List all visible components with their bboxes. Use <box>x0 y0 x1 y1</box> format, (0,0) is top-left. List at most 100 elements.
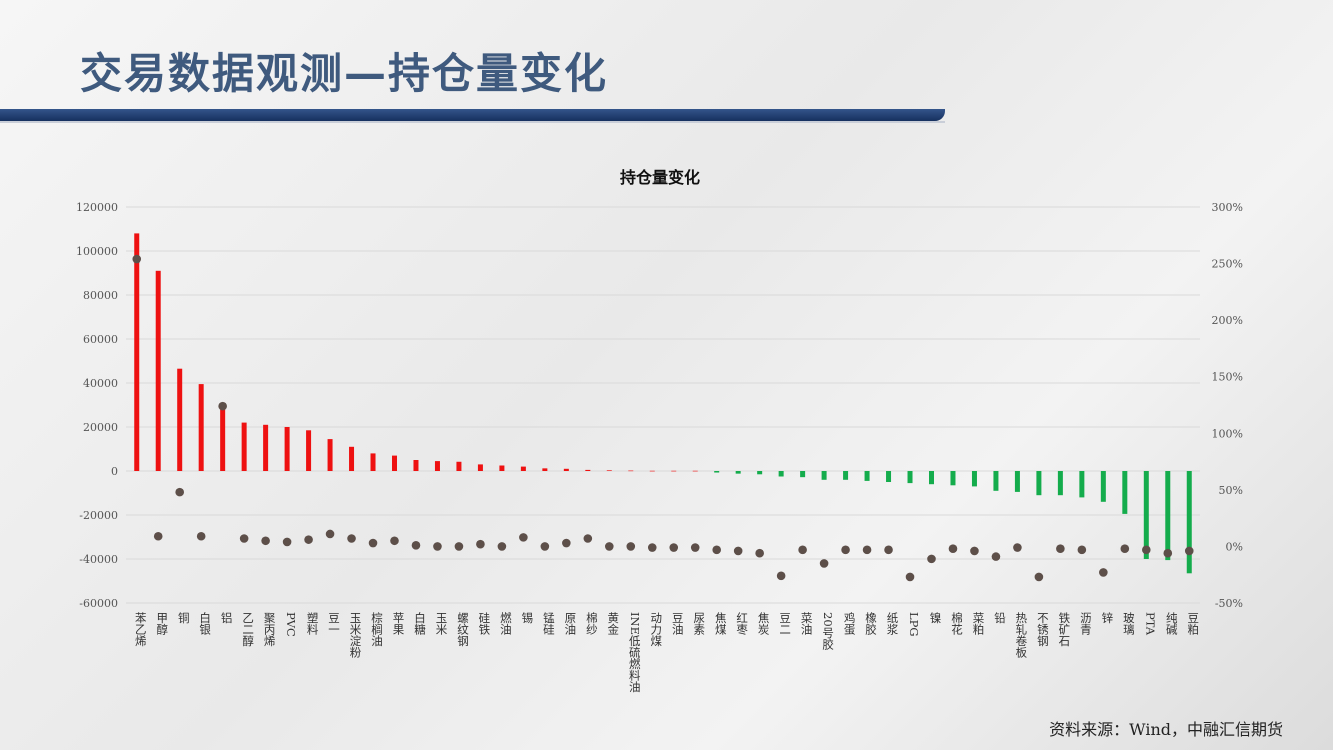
x-tick-label: PTA <box>1143 612 1157 636</box>
x-tick-label: 玉米 <box>434 612 448 636</box>
dot-point <box>282 537 292 547</box>
x-tick-label: 豆二 <box>778 612 792 635</box>
dot-point <box>497 542 507 551</box>
dot-point <box>325 529 335 539</box>
y2-tick-label: 50% <box>1219 484 1243 497</box>
y-tick-label: -40000 <box>79 553 118 566</box>
bar <box>1186 471 1192 574</box>
x-tick-label: LPG <box>907 612 921 637</box>
bar <box>714 471 720 473</box>
dot-point <box>175 487 184 497</box>
dot-point <box>562 538 571 548</box>
dot-point <box>776 571 786 581</box>
bar <box>349 446 355 471</box>
bar <box>392 455 397 471</box>
dot-point <box>476 539 485 549</box>
slide-title: 交易数据观测—持仓量变化 <box>80 49 609 98</box>
dot-point <box>755 548 764 558</box>
bar <box>971 471 977 487</box>
bar <box>606 470 612 471</box>
x-tick-label: 棕榈油 <box>370 611 384 646</box>
dot-point <box>669 543 679 552</box>
x-tick-label: 苯乙烯 <box>134 611 148 647</box>
header-divider <box>0 121 945 123</box>
dot-point <box>196 531 206 541</box>
right-y-axis: 300% 250% 200% 150% 100% 50% 0% -50% <box>1212 201 1243 610</box>
chart-title: 持仓量变化 <box>620 168 700 187</box>
x-tick-label: 动力煤 <box>649 612 663 647</box>
bar <box>671 470 677 472</box>
x-tick-label: INE低硫燃料油 <box>628 612 642 693</box>
x-tick-label: 螺纹钢 <box>456 612 470 647</box>
bar <box>1165 471 1171 561</box>
bar <box>886 471 892 482</box>
source-note: 资料来源：Wind，中融汇信期货 <box>1049 720 1283 739</box>
x-tick-label: 棉花 <box>950 611 964 636</box>
dot-point <box>519 533 528 542</box>
dot-point <box>583 534 593 543</box>
dot-point <box>347 534 356 543</box>
bar <box>993 471 999 491</box>
x-tick-label: 铅 <box>993 611 1007 623</box>
bar <box>800 471 806 478</box>
y2-tick-label: 200% <box>1212 314 1243 327</box>
bar <box>434 461 440 471</box>
x-tick-label: 燃油 <box>499 611 513 635</box>
bar <box>520 466 526 471</box>
bar <box>1014 471 1020 492</box>
bar <box>327 439 333 471</box>
x-tick-label: 原油 <box>563 612 577 635</box>
bar <box>499 465 505 471</box>
x-tick-label: 塑料 <box>306 611 320 636</box>
dot-point <box>647 543 657 552</box>
x-tick-label: 20号胶 <box>821 612 835 650</box>
bar <box>220 402 226 471</box>
x-tick-label: 焦炭 <box>757 612 771 636</box>
bar <box>1057 471 1063 496</box>
x-tick-label: 黄金 <box>606 611 620 635</box>
dot-point <box>1056 544 1065 553</box>
bar <box>1079 471 1085 498</box>
dot-point <box>948 544 958 553</box>
bar <box>864 471 870 481</box>
dot-point <box>433 542 442 551</box>
dot-point <box>798 545 807 555</box>
x-tick-label: 锌 <box>1100 611 1114 623</box>
y-tick-label: -20000 <box>79 509 118 522</box>
bar <box>778 471 784 477</box>
x-tick-label: 乙二醇 <box>241 612 255 647</box>
bar <box>306 430 312 471</box>
y2-tick-label: 100% <box>1212 427 1243 440</box>
y-tick-label: 120000 <box>76 201 118 214</box>
dot-point <box>884 545 893 555</box>
x-tick-label: 甲醇 <box>155 612 169 635</box>
bar <box>950 471 956 486</box>
bar <box>585 469 591 471</box>
bar <box>757 471 763 475</box>
x-tick-label: 苹果 <box>392 611 406 636</box>
bar <box>456 461 462 471</box>
x-tick-label: 棉纱 <box>585 611 599 635</box>
y-tick-label: -60000 <box>79 597 118 610</box>
x-tick-label: 橡胶 <box>864 612 878 636</box>
bar <box>649 470 655 472</box>
bar <box>1143 471 1149 559</box>
y2-tick-label: 0% <box>1226 540 1243 553</box>
y2-tick-label: -50% <box>1215 597 1243 610</box>
x-tick-label: 硅铁 <box>477 612 491 635</box>
dot-point <box>1099 568 1108 577</box>
x-tick-label: 纯碱 <box>1165 612 1179 636</box>
left-y-axis: 120000 100000 80000 60000 40000 20000 0 -20000 -… <box>76 201 118 610</box>
y-tick-label: 60000 <box>83 333 118 346</box>
dot-point <box>841 545 850 555</box>
x-tick-label: 铝 <box>220 611 234 623</box>
dot-point <box>862 545 872 555</box>
bar <box>1036 471 1042 496</box>
dot-point <box>153 531 163 541</box>
dot-point <box>626 542 636 551</box>
x-tick-label: 纸浆 <box>886 612 900 635</box>
dot-point <box>239 534 249 543</box>
x-tick-label: 铜 <box>177 611 191 624</box>
dot-point <box>733 546 743 556</box>
